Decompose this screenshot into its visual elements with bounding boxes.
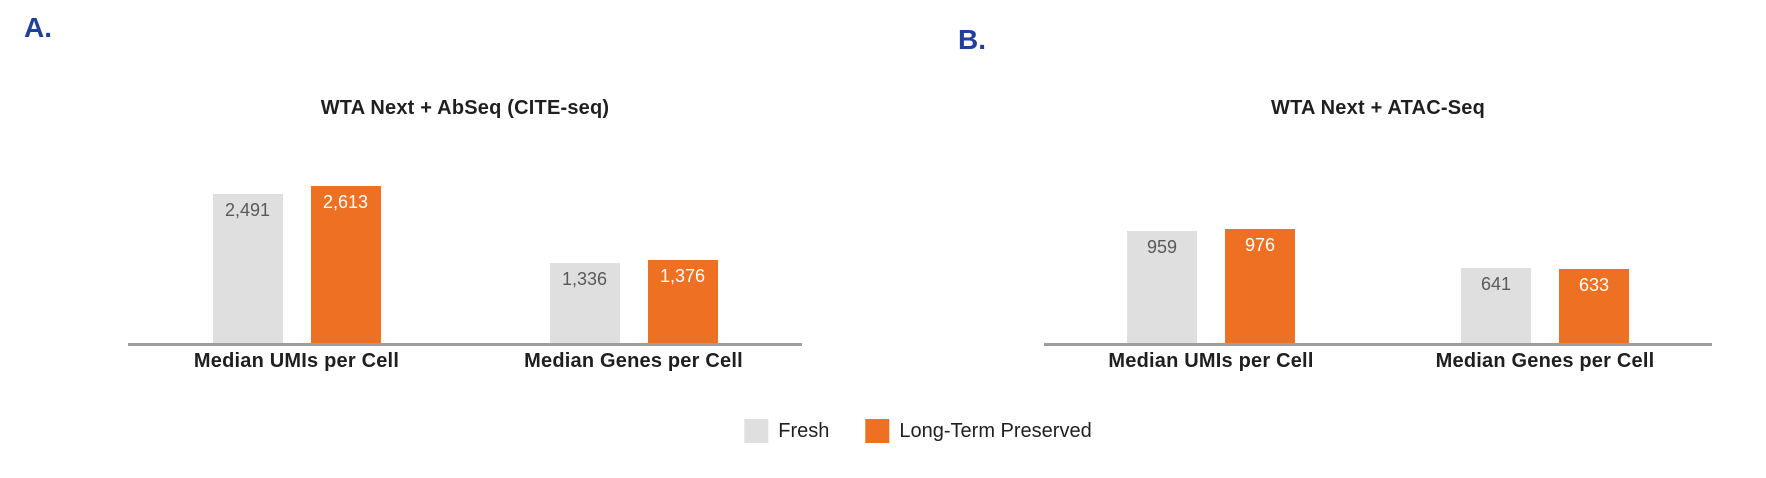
bar-group: 959 976	[1044, 145, 1378, 343]
bar-group: 2,491 2,613	[128, 145, 465, 343]
bar-value-label: 1,376	[659, 266, 706, 286]
x-axis-line	[1044, 343, 1712, 346]
bar-group: 1,336 1,376	[465, 145, 802, 343]
chart-cite-seq: WTA Next + AbSeq (CITE-seq) 2,491 2,613 1,…	[128, 97, 802, 387]
bar-value-label: 1,336	[561, 269, 608, 289]
panel-a-letter: A.	[24, 12, 52, 43]
bar-value-label: 2,491	[224, 200, 271, 220]
bar-long-term-preserved: 2,613	[310, 186, 381, 343]
bar-value-label: 633	[1578, 275, 1610, 295]
bar-value-label: 976	[1244, 235, 1276, 255]
bar-group: 641 633	[1378, 145, 1712, 343]
category-label: Median UMIs per Cell	[193, 350, 400, 372]
bar-value-label: 2,613	[322, 192, 369, 212]
category-labels-row: Median UMIs per Cell Median Genes per Cel…	[1044, 350, 1712, 373]
bar-long-term-preserved: 976	[1225, 229, 1295, 343]
legend-label: Fresh	[778, 419, 830, 442]
bar-fresh: 1,336	[549, 263, 620, 343]
bar-fresh: 641	[1461, 268, 1531, 343]
bar-value-label: 641	[1480, 274, 1512, 294]
bar-value-label: 959	[1146, 237, 1178, 257]
chart-title: WTA Next + AbSeq (CITE-seq)	[320, 97, 610, 119]
preserved-swatch-icon	[865, 419, 890, 443]
panel-b-letter: B.	[958, 24, 986, 55]
category-label: Median Genes per Cell	[1435, 350, 1655, 372]
plot-area: 959 976 641 633	[1044, 145, 1712, 343]
legend-item-preserved: Long-Term Preserved	[865, 419, 1092, 443]
bar-fresh: 959	[1127, 231, 1197, 343]
bar-fresh: 2,491	[212, 194, 283, 343]
plot-area: 2,491 2,613 1,336 1,376	[128, 145, 802, 343]
chart-title: WTA Next + ATAC-Seq	[1271, 97, 1485, 119]
chart-atac-seq: WTA Next + ATAC-Seq 959 976 641 633 Median …	[1044, 97, 1712, 387]
bar-long-term-preserved: 633	[1559, 269, 1629, 343]
x-axis-line	[128, 343, 802, 346]
legend-label: Long-Term Preserved	[899, 419, 1092, 442]
legend: Fresh Long-Term Preserved	[744, 419, 1092, 443]
category-labels-row: Median UMIs per Cell Median Genes per Cel…	[128, 350, 802, 373]
legend-item-fresh: Fresh	[744, 419, 829, 443]
category-label: Median UMIs per Cell	[1108, 350, 1314, 372]
fresh-swatch-icon	[744, 419, 769, 443]
bar-long-term-preserved: 1,376	[647, 260, 718, 343]
category-label: Median Genes per Cell	[524, 350, 743, 372]
